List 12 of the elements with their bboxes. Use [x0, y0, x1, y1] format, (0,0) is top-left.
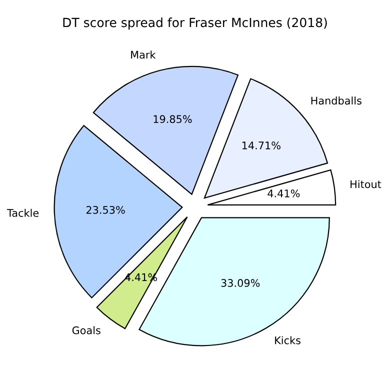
- slice-label: Tackle: [6, 208, 39, 217]
- data-label: 19.85%: [154, 115, 192, 124]
- slice-label: Handballs: [311, 96, 362, 105]
- slice-label: Hitout: [350, 180, 382, 188]
- chart-title: DT score spread for Fraser McInnes (2018): [63, 18, 327, 30]
- data-label: 33.09%: [221, 279, 260, 287]
- slice-label: Mark: [131, 50, 156, 59]
- data-label: 23.53%: [86, 206, 125, 214]
- slice-label: Kicks: [275, 336, 300, 344]
- data-label: 4.41%: [268, 189, 300, 198]
- slice-label: Goals: [72, 326, 100, 334]
- data-label: 14.71%: [242, 142, 280, 150]
